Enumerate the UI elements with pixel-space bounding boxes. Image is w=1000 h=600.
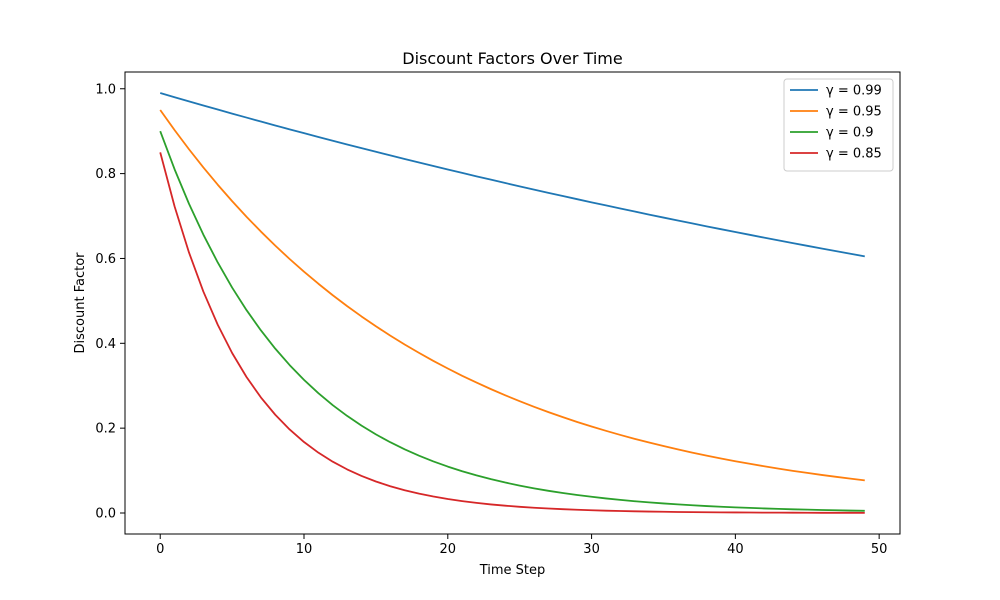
plot-frame [124,71,901,535]
series-line-3 [159,130,865,512]
x-tick-label: 10 [296,542,313,557]
legend-label: γ = 0.95 [826,105,882,120]
series-line-2 [159,109,865,482]
x-axis: 0 10 20 30 40 50 [156,534,887,557]
legend-label: γ = 0.85 [826,147,882,162]
plot-area [124,71,901,535]
y-tick-label: 0.0 [95,507,116,522]
y-tick-label: 1.0 [95,82,116,97]
x-tick-label: 20 [440,542,457,557]
x-tick-label: 50 [871,542,888,557]
y-tick-label: 0.6 [95,252,116,267]
y-axis: 0.0 0.2 0.4 0.6 0.8 1.0 [95,82,125,522]
x-tick-label: 40 [727,542,744,557]
y-tick-label: 0.8 [95,167,116,182]
y-axis-label: Discount Factor [73,252,88,354]
series-line-1 [159,92,865,258]
x-tick-label: 0 [156,542,164,557]
legend-box [783,78,894,172]
y-tick-label: 0.2 [95,422,116,437]
y-tick-label: 0.4 [95,337,116,352]
legend-label: γ = 0.9 [826,126,874,141]
x-tick-label: 30 [583,542,600,557]
chart-title: Discount Factors Over Time [402,49,622,68]
series-line-4 [159,152,865,514]
series-layer [159,92,865,514]
x-axis-label: Time Step [479,563,546,578]
legend: γ = 0.99 γ = 0.95 γ = 0.9 γ = 0.85 [783,78,894,172]
legend-label: γ = 0.99 [826,84,882,99]
